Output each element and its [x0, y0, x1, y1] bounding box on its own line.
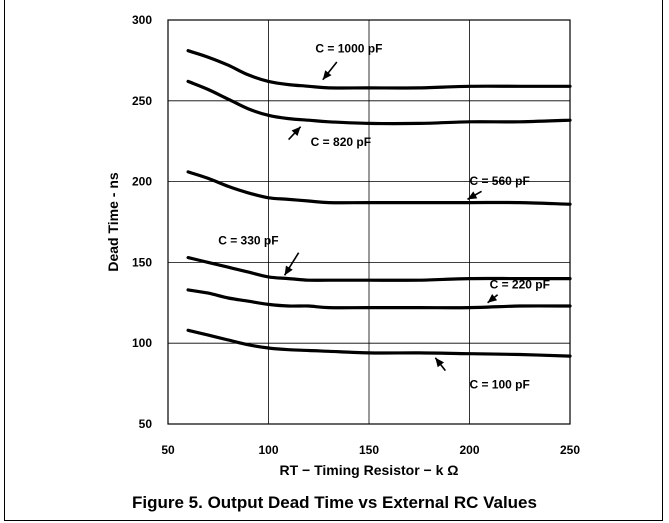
- x-axis-label: RT − Timing Resistor − k Ω: [279, 462, 458, 478]
- series-group: [186, 49, 572, 358]
- figure-frame: [4, 0, 663, 521]
- annotation-group: C = 1000 pF C = 820 pF C = 560 pF C = 330 p…: [218, 41, 550, 391]
- annotation-arrowhead-c-100-pf: [435, 357, 445, 368]
- annotation-arrowhead-c-220-pf: [487, 294, 498, 303]
- figure-caption: Figure 5. Output Dead Time vs External R…: [132, 493, 537, 512]
- annotation-arrowhead-c-820-pf: [291, 126, 301, 136]
- annotation-label-c-820-pf: C = 820 pF: [311, 135, 371, 149]
- x-tick-labels: 50 100 150 200 250: [161, 443, 580, 457]
- x-tick-label: 150: [359, 443, 379, 457]
- x-tick-label: 50: [161, 443, 175, 457]
- grid-lines: [168, 20, 570, 424]
- annotation-label-c-330-pf: C = 330 pF: [218, 234, 278, 248]
- x-tick-label: 250: [560, 443, 580, 457]
- y-tick-label: 50: [139, 417, 153, 431]
- dead-time-chart: 50 100 150 200 250 50 100 150 200 250 300 C = 100…: [105, 13, 580, 478]
- y-tick-label: 200: [132, 175, 152, 189]
- annotation-arrowhead-c-1000-pf: [322, 70, 332, 80]
- plot-area: [167, 19, 571, 425]
- annotation-label-c-220-pf: C = 220 pF: [490, 277, 550, 291]
- series-line-c-330-pf: [186, 256, 572, 282]
- series-line-c-820-pf: [186, 79, 572, 126]
- y-tick-label: 150: [132, 255, 152, 269]
- x-tick-label: 100: [258, 443, 278, 457]
- annotation-arrowhead-c-330-pf: [284, 265, 293, 276]
- annotation-label-c-560-pf: C = 560 pF: [469, 174, 529, 188]
- y-axis-label: Dead Time - ns: [105, 172, 121, 272]
- y-tick-labels: 50 100 150 200 250 300: [132, 13, 152, 431]
- series-line-c-560-pf: [186, 170, 572, 206]
- series-line-c-100-pf: [186, 328, 572, 358]
- annotation-arrowhead-c-560-pf: [467, 191, 478, 200]
- series-line-c-220-pf: [186, 288, 572, 310]
- y-tick-label: 250: [132, 94, 152, 108]
- x-tick-label: 200: [459, 443, 479, 457]
- series-line-c-1000-pf: [186, 49, 572, 90]
- y-tick-label: 300: [132, 13, 152, 27]
- y-tick-label: 100: [132, 336, 152, 350]
- annotation-label-c-1000-pf: C = 1000 pF: [315, 41, 382, 55]
- annotation-label-c-100-pf: C = 100 pF: [469, 377, 529, 391]
